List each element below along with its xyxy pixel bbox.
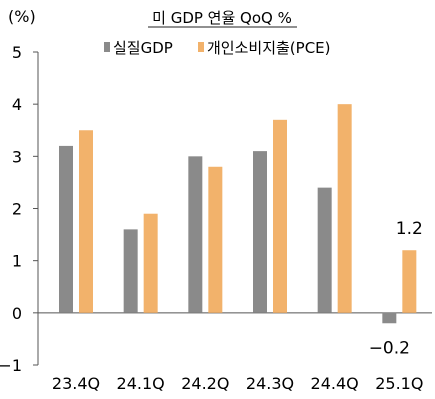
- y-tick-label: 2: [12, 200, 22, 219]
- data-labels: 1.2 −0.2: [369, 219, 423, 358]
- bar-pce-25.1Q: [402, 250, 417, 313]
- x-tick-label: 24.4Q: [311, 374, 359, 393]
- y-tick-label: 4: [12, 95, 22, 114]
- bar-pce-24.1Q: [143, 213, 158, 313]
- data-label: −0.2: [369, 338, 410, 358]
- legend-label-gdp: 실질GDP: [113, 39, 173, 57]
- data-label: 1.2: [396, 219, 423, 239]
- y-tick-label: 5: [12, 43, 22, 62]
- legend: 실질GDP 개인소비지출(PCE): [104, 39, 331, 57]
- y-axis-label: (%): [8, 7, 36, 26]
- y-tick-label: 0: [12, 304, 22, 323]
- bar-pce-24.4Q: [337, 104, 352, 313]
- bar-gdp-24.2Q: [188, 156, 203, 313]
- bar-gdp-23.4Q: [59, 145, 73, 313]
- bar-gdp-24.3Q: [253, 151, 267, 313]
- bar-gdp-25.1Q: [382, 312, 397, 324]
- y-axis: 5 4 3 2 1 0 −1: [0, 43, 432, 375]
- bar-gdp-24.4Q: [317, 187, 332, 313]
- bar-pce-24.2Q: [208, 166, 223, 313]
- legend-swatch-pce: [198, 42, 204, 52]
- y-tick-label: 1: [12, 252, 22, 271]
- legend-swatch-gdp: [104, 42, 110, 52]
- bars: [59, 104, 417, 324]
- x-tick-label: 25.1Q: [375, 374, 423, 393]
- y-tick-label: −1: [0, 356, 22, 375]
- x-tick-label: 24.2Q: [181, 374, 229, 393]
- bar-pce-23.4Q: [79, 130, 93, 313]
- chart-title: 미 GDP 연율 QoQ %: [152, 9, 292, 27]
- x-tick-label: 23.4Q: [52, 374, 100, 393]
- legend-label-pce: 개인소비지출(PCE): [207, 39, 331, 57]
- x-axis: 23.4Q 24.1Q 24.2Q 24.3Q 24.4Q 25.1Q: [52, 374, 424, 393]
- bar-pce-24.3Q: [273, 119, 287, 313]
- x-tick-label: 24.3Q: [246, 374, 294, 393]
- y-tick-label: 3: [12, 147, 22, 166]
- bar-gdp-24.1Q: [123, 229, 138, 313]
- x-tick-label: 24.1Q: [117, 374, 165, 393]
